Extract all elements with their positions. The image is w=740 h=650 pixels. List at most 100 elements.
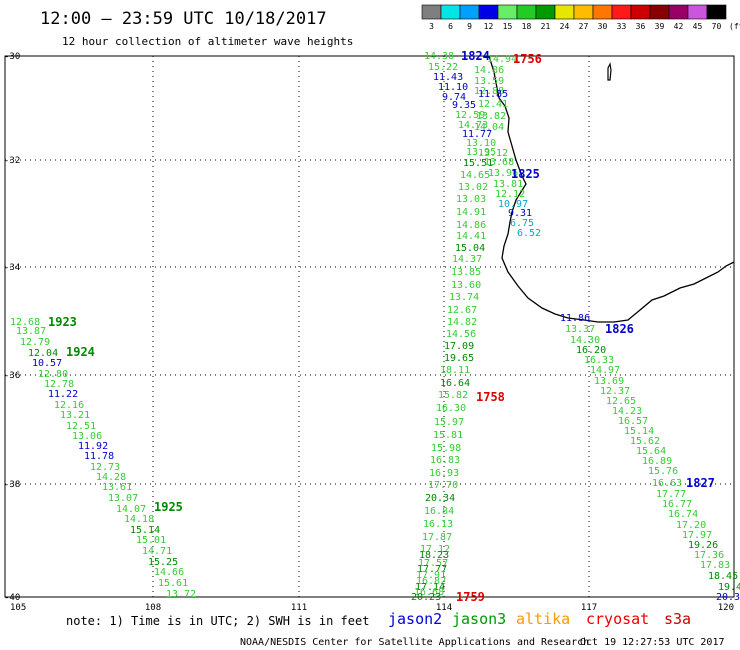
latitude-tick: -32 (4, 156, 20, 166)
color-scale-swatch (554, 4, 575, 20)
satellite-legend-item: cryosat (586, 610, 649, 628)
pass-time-label: 1758 (476, 390, 505, 404)
wave-height-label: 14.41 (456, 231, 486, 242)
wave-height-label: 6.75 (510, 218, 534, 229)
pass-time-label: 1827 (686, 476, 715, 490)
latitude-tick: -34 (4, 263, 20, 273)
color-scale-swatch (535, 4, 556, 20)
wave-height-label: 14.18 (124, 514, 154, 525)
wave-height-label: 11.43 (433, 72, 463, 83)
wave-height-label: 16.64 (440, 378, 470, 389)
wave-height-label: 17.97 (682, 530, 712, 541)
color-scale-label: 12 (484, 22, 494, 31)
wave-height-label: 14.65 (460, 170, 490, 181)
wave-height-label: 14.94 (487, 54, 517, 65)
wave-height-label: 13.06 (72, 431, 102, 442)
wave-height-label: 13.02 (458, 182, 488, 193)
wave-height-label: 16.93 (429, 468, 459, 479)
color-scale-label: 21 (541, 22, 551, 31)
rottnest-marker (607, 62, 612, 81)
wave-height-label: 12.88 (474, 86, 504, 97)
wave-height-label: 16.82 (416, 576, 446, 587)
satellite-legend-item: s3a (664, 610, 691, 628)
wave-height-label: 13.10 (466, 138, 496, 149)
latitude-tick: -30 (4, 52, 20, 62)
wave-height-label: 13.72 (166, 589, 196, 600)
color-scale-swatch (440, 4, 461, 20)
wave-height-label: 19.65 (444, 353, 474, 364)
color-scale-swatch (421, 4, 442, 20)
wave-height-label: 17.57 (418, 558, 448, 569)
wave-height-label: 14.07 (116, 504, 146, 515)
color-scale-swatch (611, 4, 632, 20)
wave-height-label: 12.12 (495, 189, 525, 200)
wave-height-label: 14.71 (142, 546, 172, 557)
wave-height-label: 19.49 (718, 582, 740, 593)
wave-height-label: 10.97 (498, 199, 528, 210)
wave-height-label: 16.68 (414, 587, 444, 598)
wave-height-label: 12.16 (54, 400, 84, 411)
timestamp-text: Oct 19 12:27:53 UTC 2017 (580, 637, 725, 648)
plot-frame (4, 55, 735, 598)
wave-height-label: 14.37 (452, 254, 482, 265)
wave-height-label: 16.33 (584, 355, 614, 366)
wave-height-label: 15.14 (130, 525, 160, 536)
wave-height-label: 13.21 (60, 410, 90, 421)
pass-time-label: 1756 (513, 52, 542, 66)
wave-height-label: 15.14 (624, 426, 654, 437)
wave-height-label: 18.11 (440, 365, 470, 376)
map-title: 12:00 – 23:59 UTC 10/18/2017 (40, 9, 327, 29)
color-scale-label: 45 (693, 22, 703, 31)
color-scale-swatch (573, 4, 594, 20)
wave-height-label: 16.13 (423, 519, 453, 530)
pass-time-label: 1824 (461, 49, 490, 63)
wave-height-label: 17.36 (694, 550, 724, 561)
color-scale-swatch (459, 4, 480, 20)
wave-height-label: 15.25 (148, 557, 178, 568)
wave-height-label: 16.57 (618, 416, 648, 427)
wave-height-label: 19.26 (688, 540, 718, 551)
wave-height-label: 17.20 (676, 520, 706, 531)
color-scale-label: 27 (579, 22, 589, 31)
wave-height-label: 11.77 (462, 129, 492, 140)
wave-height-label: 16.63 (652, 478, 682, 489)
wave-height-label: 15.22 (428, 62, 458, 73)
longitude-tick: 108 (145, 603, 161, 613)
pass-time-label: 1825 (511, 167, 540, 181)
wave-height-label: 17.77 (656, 489, 686, 500)
color-scale-label: 42 (674, 22, 684, 31)
wave-height-label: 15.62 (630, 436, 660, 447)
color-scale-swatch (649, 4, 670, 20)
wave-height-label: 14.28 (96, 472, 126, 483)
credit-text: NOAA/NESDIS Center for Satellite Applica… (240, 637, 589, 648)
wave-height-label: 11.22 (48, 389, 78, 400)
wave-height-label: 12.67 (447, 305, 477, 316)
color-scale-unit: (ft) (729, 22, 740, 31)
color-scale-swatch (706, 4, 727, 20)
color-scale-label: 36 (636, 22, 646, 31)
wave-height-label: 12.04 (28, 348, 58, 359)
wave-height-label: 12.79 (20, 337, 50, 348)
wave-height-label: 15.98 (431, 443, 461, 454)
wave-height-label: 17.14 (415, 582, 445, 593)
color-scale-label: 9 (467, 22, 472, 31)
map-subtitle: 12 hour collection of altimeter wave hei… (62, 35, 353, 48)
longitude-ticks: 105 108 111 114 117 120 (10, 603, 734, 613)
wave-height-label: 20.23 (411, 592, 441, 603)
wave-height-label: 17.91 (416, 570, 446, 581)
wave-height-label: 20.34 (425, 493, 455, 504)
satellite-legend-item: altika (516, 610, 570, 628)
wave-height-label: 13.12 (478, 148, 508, 159)
wave-height-label: 11.86 (560, 313, 590, 324)
color-scale-swatch (592, 4, 613, 20)
wave-height-label: 17.83 (700, 560, 730, 571)
wave-height-label: 15.97 (434, 417, 464, 428)
color-scale-label: 70 (712, 22, 722, 31)
latitude-tick: -36 (4, 371, 20, 381)
wave-height-label: 16.74 (668, 509, 698, 520)
wave-height-label: 17.77 (417, 564, 447, 575)
pass-time-label: 1924 (66, 345, 95, 359)
wave-height-label: 13.68 (484, 157, 514, 168)
wave-height-label: 13.95 (466, 147, 496, 158)
